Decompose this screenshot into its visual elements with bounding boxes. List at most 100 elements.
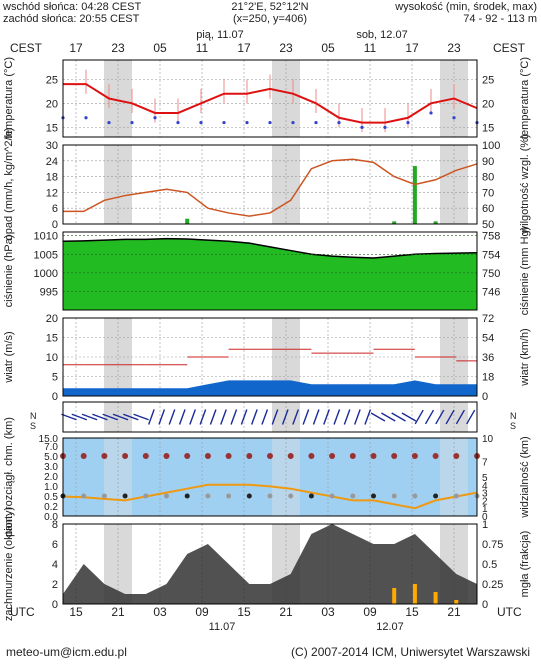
wind-arrow-28 [354,409,361,425]
bottom-date-1: 11.07 [209,621,236,633]
cloud-ytick-left-2: 4 [52,559,58,571]
cloud-dot-low-19 [453,493,459,499]
wind-arrow-3 [92,413,108,421]
visibility-line [62,483,478,510]
precip-bar-17 [412,166,417,224]
visibility-ytick-right-5: 5 [482,473,488,484]
cloud-dot-high-11 [287,453,294,459]
wind-arrow-35 [424,409,435,425]
cloudbase-ytick-left-6: 5.0 [44,452,58,463]
cloud-area [63,524,477,604]
bottom-hour-4: 15 [237,605,251,619]
wind-ylabel-left: wiatr (m/s) [3,331,15,383]
sunrise-text: wschód słońca: 04:28 CEST [2,1,141,13]
cloud-dot-low-2 [101,493,107,499]
pressure-line [62,237,478,259]
wind-arrow-9 [158,409,166,425]
bottom-hour-8: 15 [405,605,419,619]
visibility-night-0 [104,438,132,516]
top-zone-right: CEST [493,41,526,55]
panel-frame-5 [62,437,478,517]
visibility-ylabel-right: widzialność (km) [519,436,531,518]
fog-bar-18 [433,592,438,604]
humidity-line [63,158,478,217]
cloud-dot-high-7 [204,453,211,459]
pressure-ylabel-right: ciśnienie (mm Hg) [519,227,531,316]
dew-point-dot-5 [176,120,180,125]
cloud-dot-high-9 [246,453,253,459]
cloud-dot-low-3 [122,493,128,499]
precip-bar-6 [185,218,190,224]
pressure-ytick-left-2: 1005 [34,249,58,261]
top-hour-0: 17 [69,41,83,55]
wind-arrow-31 [381,412,396,422]
panel-frame-2 [62,231,478,311]
bottom-hour-6: 03 [321,605,335,619]
dew-point-dot-8 [245,120,249,125]
dew-point-dot-2 [107,120,111,125]
wind-arrow-27 [343,409,351,425]
temp-ylabel-right: temperatura (°C) [519,57,531,139]
cloud-dot-low-17 [412,493,418,499]
visibility-night-2 [440,438,468,516]
pressure-ytick-right-1: 750 [482,268,500,280]
wind-arrow-6 [123,413,139,421]
humidity-ylabel-right: wilgotność wzgl. (%) [519,134,531,235]
cloud-dot-low-7 [205,493,211,499]
wind-ytick-left-4: 20 [46,313,58,325]
wind-arrow-18 [251,409,258,425]
wind-arrow-38 [455,409,466,425]
top-hour-3: 11 [196,41,209,55]
wind-ylabel-right: wiatr (km/h) [519,328,531,386]
bottom-hour-2: 03 [153,605,167,619]
visibility-ytick-right-0: 0 [482,512,488,523]
visibility-ytick-right-6: 7 [482,457,488,468]
precip-ytick-left-0: 0 [52,219,58,231]
pressure-ytick-right-3: 758 [482,231,500,243]
cloud-dot-low-9 [246,493,252,499]
precip-bar-16 [392,221,397,224]
wind-arrow-20 [271,409,279,425]
dew-point-dot-14 [383,125,387,129]
temp-ytick-right-2: 25 [482,74,494,86]
panel-frame-0 [62,59,478,138]
wind-arrow-24 [312,409,320,425]
footer-email[interactable]: meteo-um@icm.edu.pl [6,645,127,659]
cloud-dot-high-13 [329,453,336,459]
visibility-ytick-right-4: 4 [482,481,488,492]
top-hour-5: 23 [279,41,293,55]
precip-ytick-left-3: 18 [46,172,58,184]
wind-arrow-16 [230,409,238,425]
dew-point-dot-15 [406,120,410,125]
wind-arrow-17 [240,409,248,425]
top-hour-9: 23 [447,41,461,55]
top-hour-1: 23 [111,41,125,55]
precip-ytick-left-5: 30 [46,140,58,152]
panel-frame-3 [62,317,478,397]
wind-ytick-right-1: 18 [482,372,494,384]
cloud-ytick-left-4: 8 [52,519,58,531]
humidity-ytick-right-4: 90 [482,156,494,168]
bottom-date-2: 12.07 [376,621,404,633]
wind-arrow-22 [292,409,299,425]
cloud-dot-low-1 [81,493,87,499]
bottom-hour-9: 21 [447,605,461,619]
visibility-night-1 [272,438,300,516]
cloud-ytick-left-0: 0 [52,599,58,611]
compass-right-s: S [510,421,516,431]
wind-ytick-left-2: 10 [46,352,58,364]
bottom-hour-7: 09 [363,605,377,619]
wind-arrow-26 [333,409,341,425]
wind-arrow-7 [133,413,149,421]
dew-point-dot-16 [429,111,433,115]
bottom-hour-5: 21 [279,605,293,619]
temp-ytick-right-0: 15 [482,122,494,134]
cloudbase-ytick-left-4: 2.0 [44,472,58,483]
visibility-ytick-right-7: 10 [482,434,494,445]
day1-label: pią, 11.07 [196,29,244,41]
wind-arrow-14 [209,409,217,425]
wind-ytick-right-3: 54 [482,333,494,345]
dew-point-dot-1 [84,116,88,120]
